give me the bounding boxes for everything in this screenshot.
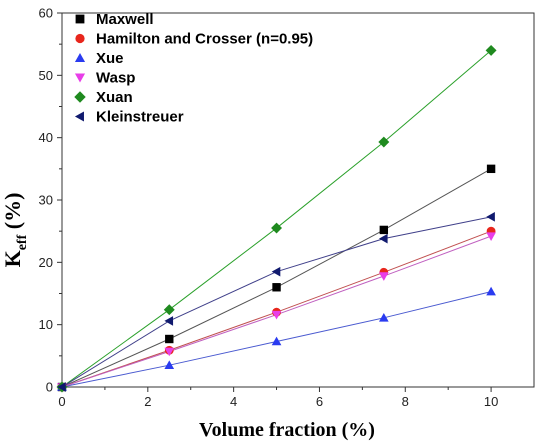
data-point-xue: [271, 336, 282, 346]
legend-marker: [74, 73, 86, 83]
legend-label: Maxwell: [96, 11, 154, 28]
series-line-maxwell: [61, 168, 492, 388]
legend-label: Wasp: [96, 70, 135, 87]
data-point-xuan: [271, 222, 283, 234]
data-point-xue: [378, 312, 389, 322]
x-tick-label: 6: [316, 394, 323, 409]
data-point-kleinstreuer: [57, 382, 66, 392]
data-point-maxwell: [379, 225, 389, 235]
x-tick-label: 4: [230, 394, 237, 409]
data-point-maxwell: [272, 283, 281, 292]
y-axis-title-sub: eff: [15, 234, 30, 250]
series-markers: [56, 44, 497, 393]
data-point-maxwell: [165, 334, 174, 344]
legend: Maxwell Hamilton and Crosser (n=0.95) Xue W…: [74, 11, 313, 126]
x-tick-label: 0: [58, 394, 65, 409]
y-axis-title-main: K: [0, 250, 25, 267]
series-line-kleinstreuer: [61, 216, 492, 388]
y-tick-label: 60: [39, 6, 53, 21]
legend-label: Xue: [96, 50, 124, 67]
y-axis-title: Keff (%): [0, 193, 30, 268]
x-tick-label: 10: [484, 394, 498, 409]
legend-label: Hamilton and Crosser (n=0.95): [96, 31, 313, 48]
x-tick-label: 8: [402, 394, 409, 409]
axes: 0 2 4 6 8 10 0 10 20 30 40 50 60: [39, 6, 535, 409]
y-tick-label: 30: [39, 193, 53, 208]
y-axis-title-unit: (%): [0, 193, 25, 235]
x-axis-title: Volume fraction (%): [199, 419, 375, 441]
legend-marker: [74, 91, 86, 103]
y-tick-label: 50: [39, 68, 53, 83]
y-tick-label: 20: [39, 255, 53, 270]
data-point-kleinstreuer: [271, 266, 281, 277]
data-point-xue: [486, 286, 496, 296]
legend-marker: [75, 14, 85, 24]
legend-marker: [74, 52, 86, 62]
data-point-xuan: [163, 304, 175, 316]
data-point-wasp: [486, 232, 496, 241]
data-point-wasp: [271, 310, 282, 320]
y-tick-label: 0: [46, 380, 53, 395]
data-point-kleinstreuer: [378, 233, 388, 244]
data-point-wasp: [164, 347, 175, 357]
legend-marker: [75, 33, 85, 44]
data-point-kleinstreuer: [486, 212, 495, 222]
data-point-xuan: [485, 44, 497, 56]
data-point-xuan: [378, 136, 390, 148]
x-tick-label: 2: [144, 394, 151, 409]
legend-label: Kleinstreuer: [96, 109, 184, 126]
data-point-xue: [164, 360, 175, 369]
data-point-maxwell: [486, 164, 496, 174]
legend-label: Xuan: [96, 89, 133, 106]
data-point-kleinstreuer: [164, 316, 174, 326]
legend-marker: [74, 111, 84, 122]
y-tick-label: 40: [39, 130, 53, 145]
y-tick-label: 10: [39, 317, 53, 332]
data-point-wasp: [378, 272, 389, 281]
